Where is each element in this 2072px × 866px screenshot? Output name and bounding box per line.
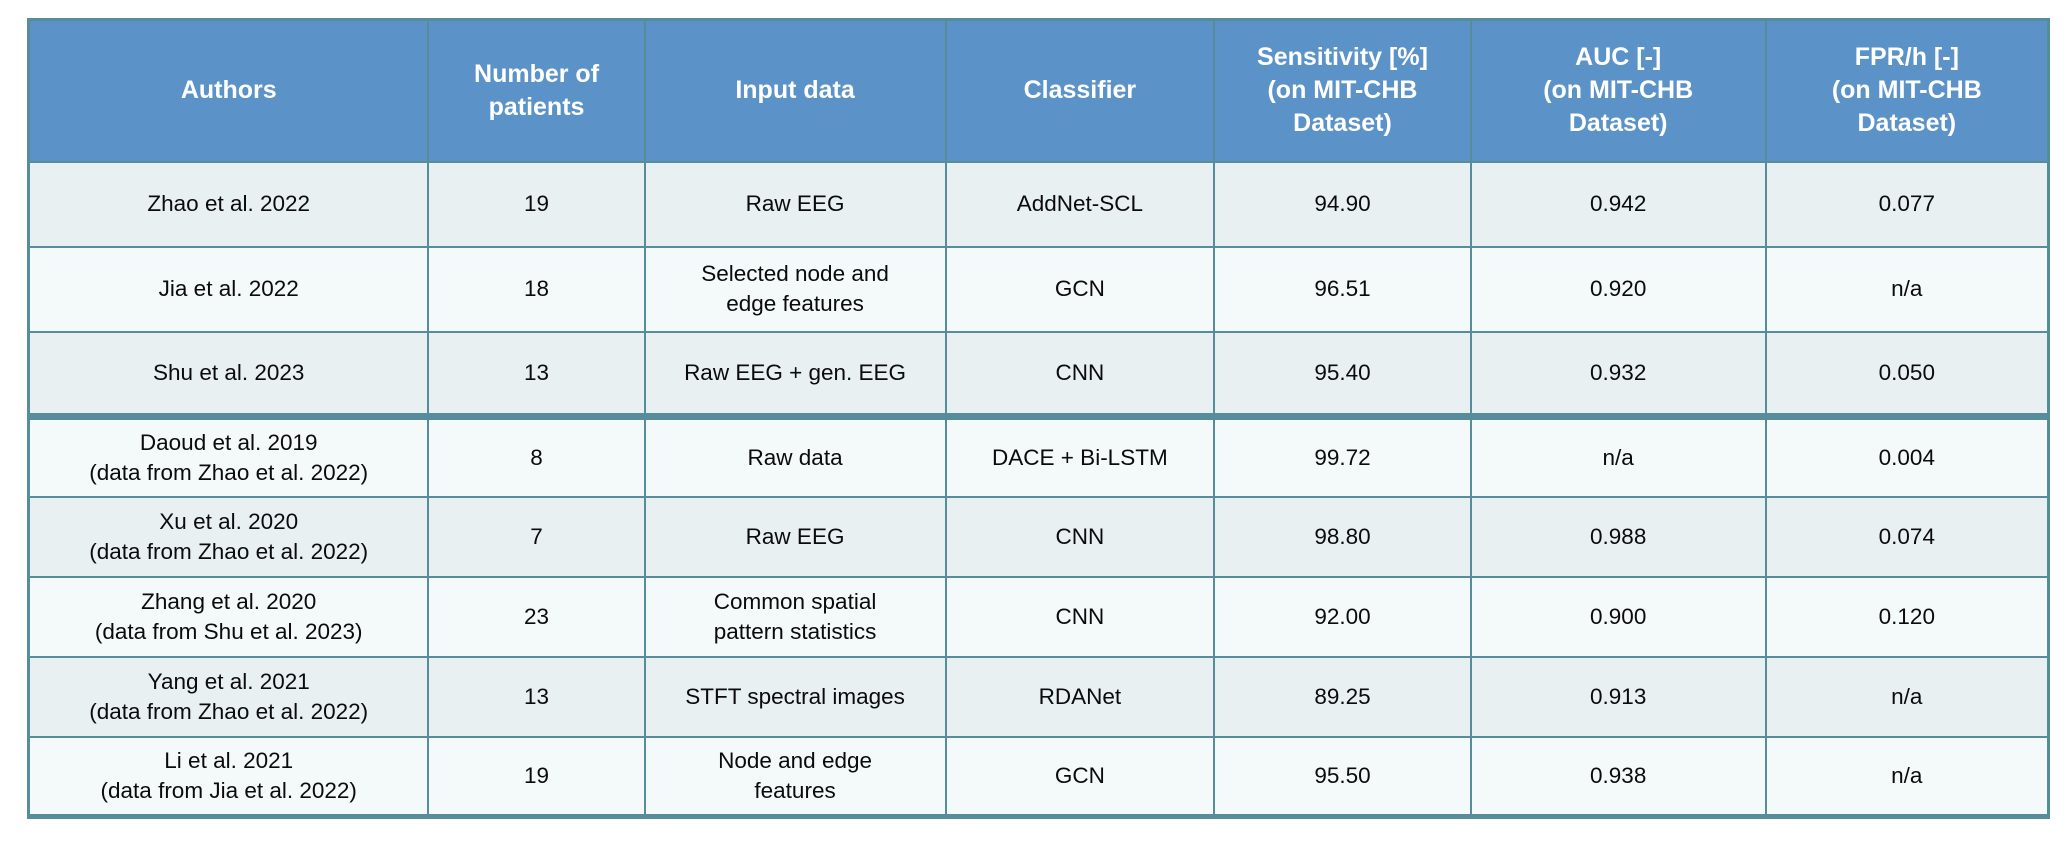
column-header-auc: AUC [-] (on MIT-CHB Dataset) [1469, 18, 1767, 163]
cell-authors: Li et al. 2021 (data from Jia et al. 202… [27, 735, 430, 818]
column-header-classifier: Classifier [944, 18, 1216, 163]
cell-fpr: 0.004 [1764, 413, 2050, 498]
cell-sensitivity: 94.90 [1213, 160, 1472, 248]
cell-classifier: DACE + Bi-LSTM [944, 413, 1216, 498]
column-header-patients: Number of patients [427, 18, 646, 163]
column-header-sensitivity: Sensitivity [%] (on MIT-CHB Dataset) [1213, 18, 1472, 163]
cell-sensitivity: 95.50 [1213, 735, 1472, 818]
cell-fpr: n/a [1764, 245, 2050, 333]
cell-authors: Zhao et al. 2022 [27, 160, 430, 248]
cell-classifier: CNN [944, 330, 1216, 418]
table-row: Shu et al. 2023 13 Raw EEG + gen. EEG CNN 95… [27, 330, 2050, 418]
table-row: Li et al. 2021 (data from Jia et al. 202… [27, 735, 2050, 818]
cell-input-data: Raw EEG [643, 160, 947, 248]
cell-patients: 7 [427, 495, 646, 578]
column-header-input-data: Input data [643, 18, 947, 163]
cell-sensitivity: 98.80 [1213, 495, 1472, 578]
cell-authors: Jia et al. 2022 [27, 245, 430, 333]
cell-input-data: Raw EEG [643, 495, 947, 578]
cell-auc: 0.913 [1469, 655, 1767, 738]
cell-sensitivity: 92.00 [1213, 575, 1472, 658]
cell-sensitivity: 89.25 [1213, 655, 1472, 738]
cell-classifier: RDANet [944, 655, 1216, 738]
table-row: Zhao et al. 2022 19 Raw EEG AddNet-SCL 94.90… [27, 160, 2050, 248]
table-row: Jia et al. 2022 18 Selected node and edge … [27, 245, 2050, 333]
cell-fpr: 0.120 [1764, 575, 2050, 658]
cell-patients: 19 [427, 160, 646, 248]
cell-fpr: n/a [1764, 655, 2050, 738]
cell-sensitivity: 95.40 [1213, 330, 1472, 418]
cell-fpr: 0.077 [1764, 160, 2050, 248]
cell-patients: 23 [427, 575, 646, 658]
cell-input-data: STFT spectral images [643, 655, 947, 738]
table-header: Authors Number of patients Input data Cl… [27, 18, 2050, 163]
cell-authors: Shu et al. 2023 [27, 330, 430, 418]
cell-fpr: 0.074 [1764, 495, 2050, 578]
cell-auc: 0.900 [1469, 575, 1767, 658]
cell-auc: 0.920 [1469, 245, 1767, 333]
cell-classifier: AddNet-SCL [944, 160, 1216, 248]
cell-authors: Yang et al. 2021 (data from Zhao et al. … [27, 655, 430, 738]
cell-auc: 0.932 [1469, 330, 1767, 418]
table-row: Xu et al. 2020 (data from Zhao et al. 20… [27, 495, 2050, 578]
cell-classifier: CNN [944, 575, 1216, 658]
page: Authors Number of patients Input data Cl… [27, 18, 2050, 819]
cell-patients: 13 [427, 330, 646, 418]
cell-sensitivity: 96.51 [1213, 245, 1472, 333]
table-row: Daoud et al. 2019 (data from Zhao et al.… [27, 413, 2050, 498]
cell-auc: n/a [1469, 413, 1767, 498]
cell-classifier: GCN [944, 245, 1216, 333]
cell-fpr: 0.050 [1764, 330, 2050, 418]
cell-patients: 18 [427, 245, 646, 333]
cell-fpr: n/a [1764, 735, 2050, 818]
cell-input-data: Node and edge features [643, 735, 947, 818]
cell-patients: 13 [427, 655, 646, 738]
cell-classifier: CNN [944, 495, 1216, 578]
cell-authors: Zhang et al. 2020 (data from Shu et al. … [27, 575, 430, 658]
header-row: Authors Number of patients Input data Cl… [27, 18, 2050, 163]
results-table: Authors Number of patients Input data Cl… [27, 18, 2050, 819]
cell-input-data: Selected node and edge features [643, 245, 947, 333]
cell-patients: 19 [427, 735, 646, 818]
cell-input-data: Raw EEG + gen. EEG [643, 330, 947, 418]
cell-patients: 8 [427, 413, 646, 498]
cell-auc: 0.942 [1469, 160, 1767, 248]
cell-auc: 0.988 [1469, 495, 1767, 578]
cell-authors: Daoud et al. 2019 (data from Zhao et al.… [27, 413, 430, 498]
table-row: Zhang et al. 2020 (data from Shu et al. … [27, 575, 2050, 658]
column-header-authors: Authors [27, 18, 430, 163]
column-header-fpr: FPR/h [-] (on MIT-CHB Dataset) [1764, 18, 2050, 163]
cell-authors: Xu et al. 2020 (data from Zhao et al. 20… [27, 495, 430, 578]
cell-input-data: Common spatial pattern statistics [643, 575, 947, 658]
cell-auc: 0.938 [1469, 735, 1767, 818]
cell-sensitivity: 99.72 [1213, 413, 1472, 498]
table-body: Zhao et al. 2022 19 Raw EEG AddNet-SCL 94.90… [27, 160, 2050, 818]
cell-input-data: Raw data [643, 413, 947, 498]
table-row: Yang et al. 2021 (data from Zhao et al. … [27, 655, 2050, 738]
cell-classifier: GCN [944, 735, 1216, 818]
